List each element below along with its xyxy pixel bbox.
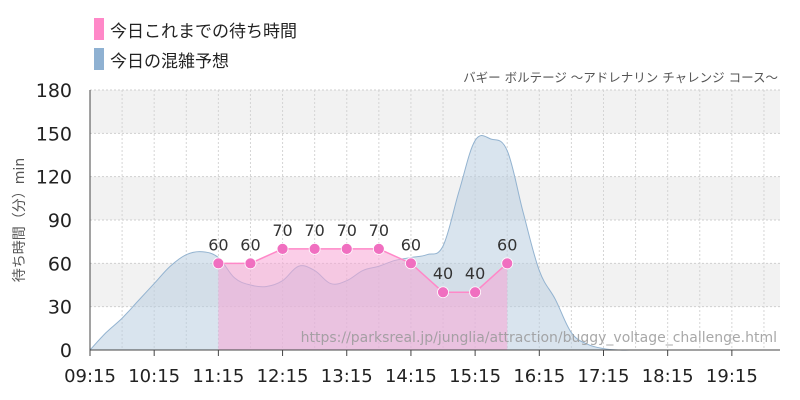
y-tick-label: 30 bbox=[48, 297, 72, 319]
axes bbox=[89, 90, 780, 356]
actual-point bbox=[501, 257, 514, 270]
y-tick-label: 150 bbox=[36, 123, 72, 145]
x-tick-label: 11:15 bbox=[192, 366, 244, 387]
legend-label-forecast: 今日の混雑予想 bbox=[110, 51, 229, 72]
x-tick-label: 19:15 bbox=[706, 366, 758, 387]
x-tick-label: 13:15 bbox=[321, 366, 373, 387]
actual-point bbox=[276, 242, 289, 255]
legend-item-forecast[interactable]: 今日の混雑予想 bbox=[94, 44, 297, 74]
actual-data-label: 40 bbox=[465, 264, 485, 283]
x-tick-label: 18:15 bbox=[642, 366, 694, 387]
y-tick-label: 60 bbox=[48, 253, 72, 275]
y-tick-label: 90 bbox=[48, 210, 72, 232]
actual-point bbox=[244, 257, 257, 270]
y-tick-label: 0 bbox=[60, 340, 72, 362]
actual-data-label: 60 bbox=[208, 235, 228, 254]
x-tick-label: 17:15 bbox=[578, 366, 630, 387]
actual-point bbox=[372, 242, 385, 255]
actual-point bbox=[405, 257, 417, 270]
actual-point bbox=[340, 242, 353, 255]
legend-label-actual: 今日これまでの待ち時間 bbox=[110, 21, 297, 42]
x-tick-label: 09:15 bbox=[64, 366, 116, 387]
x-tick-label: 10:15 bbox=[128, 366, 180, 387]
axis-labels: 0 30 60 90 120 150 180 09:15 10:15 11:15 12:15 13:1… bbox=[36, 80, 758, 387]
y-tick-label: 120 bbox=[36, 167, 72, 189]
chart-title: バギー ボルテージ ～アドレナリン チャレンジ コース～ bbox=[463, 70, 778, 85]
actual-point bbox=[437, 286, 449, 299]
y-tick-label: 180 bbox=[36, 80, 72, 102]
actual-data-label: 60 bbox=[240, 235, 260, 254]
actual-data-label: 60 bbox=[497, 235, 517, 254]
legend: 今日これまでの待ち時間 今日の混雑予想 bbox=[94, 14, 297, 74]
watermark: https://parksreal.jp/junglia/attraction/… bbox=[301, 330, 777, 346]
x-tick-label: 15:15 bbox=[449, 366, 501, 387]
actual-series: 60 60 70 70 70 70 60 40 40 60 bbox=[208, 221, 517, 350]
y-axis-label: 待ち時間（分）min bbox=[12, 158, 28, 282]
actual-point bbox=[212, 257, 225, 270]
plot-band bbox=[90, 176, 780, 220]
legend-swatch-forecast bbox=[94, 48, 104, 70]
legend-item-actual[interactable]: 今日これまでの待ち時間 bbox=[94, 14, 297, 44]
actual-data-label: 70 bbox=[337, 221, 357, 240]
actual-point bbox=[308, 242, 321, 255]
actual-data-label: 70 bbox=[369, 221, 389, 240]
legend-swatch-actual bbox=[94, 18, 104, 40]
actual-data-label: 70 bbox=[272, 221, 292, 240]
actual-area bbox=[218, 248, 508, 350]
actual-data-label: 60 bbox=[401, 235, 421, 254]
x-tick-label: 16:15 bbox=[513, 366, 565, 387]
plot-band bbox=[90, 90, 780, 134]
actual-point bbox=[469, 286, 482, 299]
x-tick-label: 14:15 bbox=[385, 366, 437, 387]
actual-data-label: 70 bbox=[304, 221, 324, 240]
actual-data-label: 40 bbox=[433, 264, 453, 283]
x-tick-label: 12:15 bbox=[257, 366, 309, 387]
actual-line bbox=[218, 248, 508, 293]
